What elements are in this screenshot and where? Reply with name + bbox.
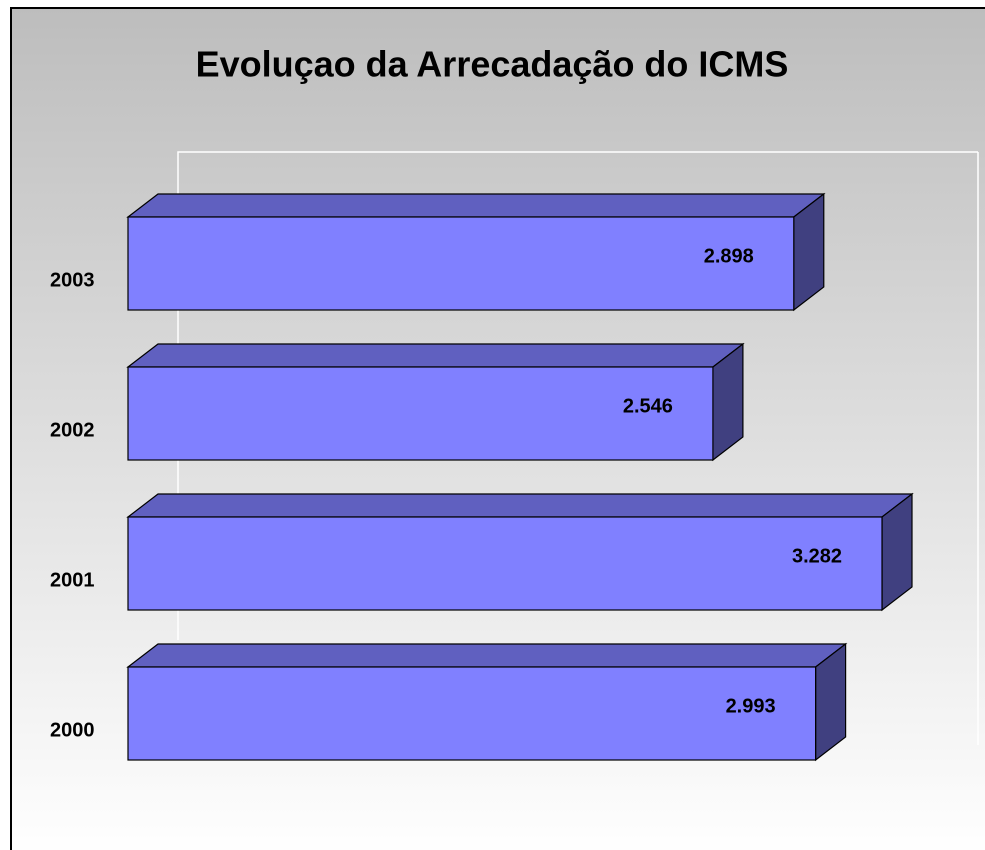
value-label: 2.898	[704, 245, 754, 267]
bar	[127, 666, 817, 761]
bar-top	[126, 193, 826, 218]
value-label: 3.282	[792, 545, 842, 567]
y-tick-label: 2001	[50, 569, 95, 591]
bar	[127, 516, 883, 611]
bar-top	[126, 493, 914, 518]
y-tick-label: 2002	[50, 419, 95, 441]
bar-top	[126, 343, 745, 368]
y-tick-label: 2003	[50, 269, 95, 291]
bar-top	[126, 643, 848, 668]
y-tick-label: 2000	[50, 719, 95, 741]
chart-title: Evoluçao da Arrecadação do ICMS	[196, 44, 789, 85]
value-label: 2.993	[726, 695, 776, 717]
bar	[127, 216, 795, 311]
back-wall	[177, 151, 978, 640]
value-label: 2.546	[623, 395, 673, 417]
bar	[127, 366, 714, 461]
